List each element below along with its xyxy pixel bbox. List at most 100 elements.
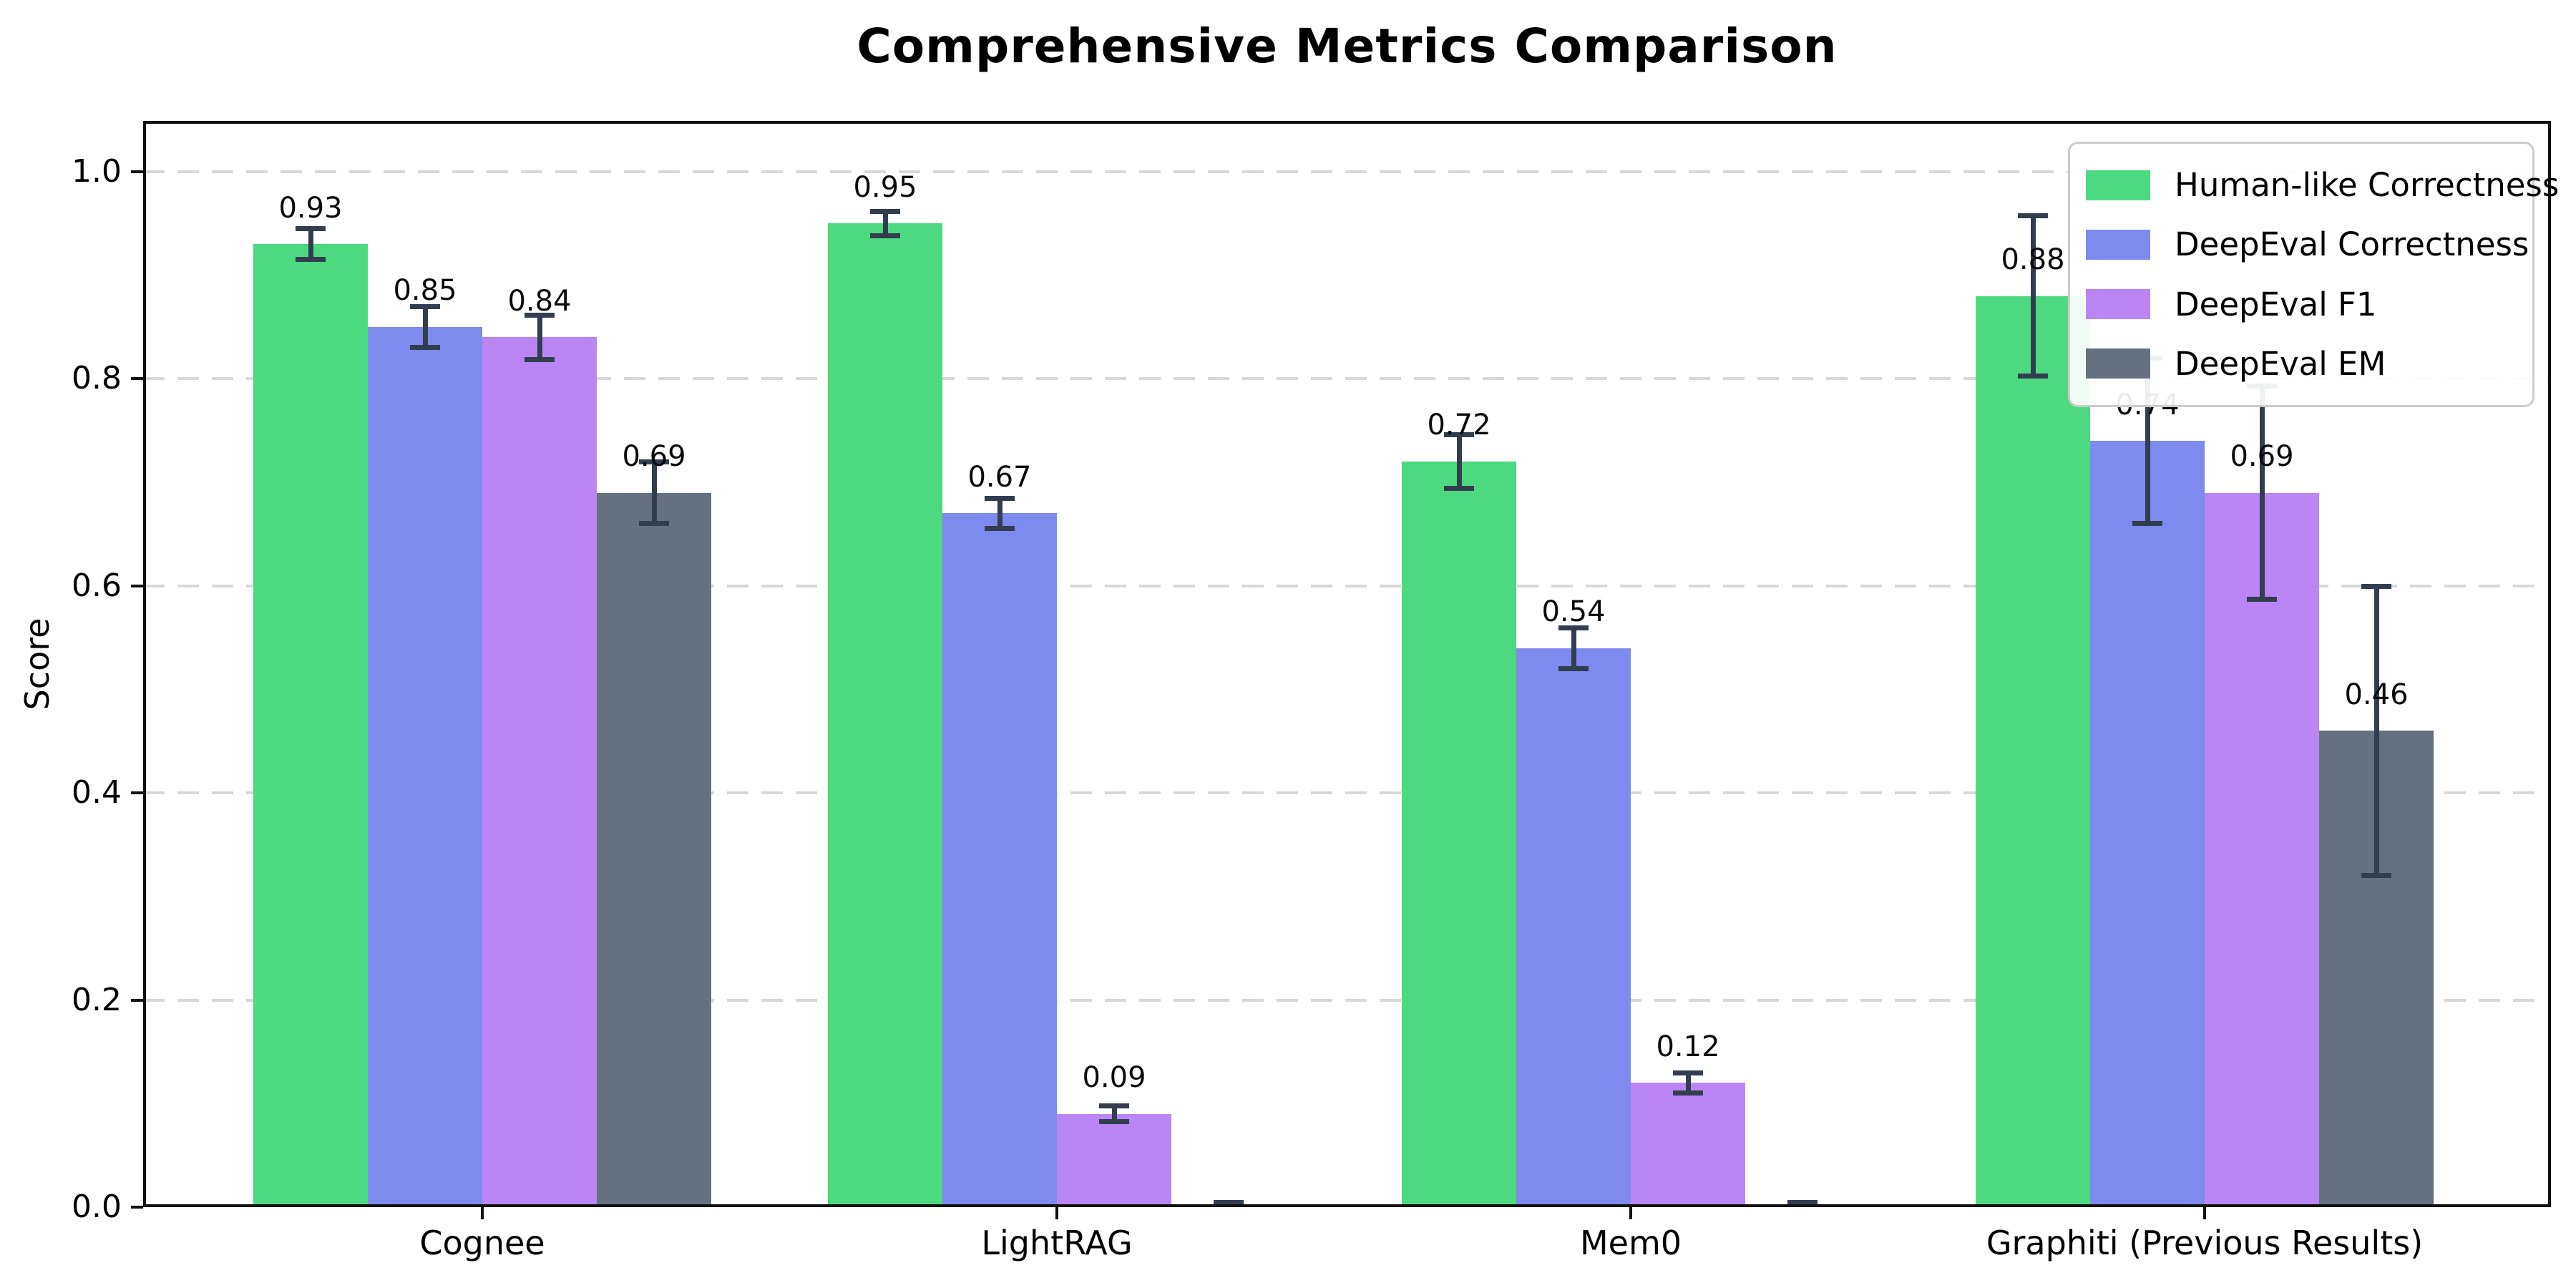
x-tick-label-graphiti-previous-results: Graphiti (Previous Results) <box>1986 1224 2424 1262</box>
error-bar-human-like-correctness-graphiti-previous-results <box>2030 215 2036 377</box>
bar-value-label-human-like-correctness-lightrag: 0.95 <box>853 170 917 204</box>
legend: Human-like Correctness DeepEval Correctne… <box>2068 142 2559 407</box>
legend-label-deepeval-em: DeepEval EM <box>2175 344 2386 383</box>
error-cap-bottom-deepeval-correctness-mem0 <box>1558 665 1589 671</box>
bar-human-like-correctness-mem0 <box>1402 462 1516 1207</box>
error-bar-deepeval-f1-lightrag <box>1111 1106 1117 1123</box>
x-tick-mem0 <box>1629 1207 1632 1219</box>
error-bar-deepeval-f1-graphiti-previous-results <box>2259 386 2265 600</box>
bar-value-label-human-like-correctness-cognee: 0.93 <box>278 191 343 225</box>
x-tick-lightrag <box>1055 1207 1058 1219</box>
bar-value-label-deepeval-em-graphiti-previous-results: 0.46 <box>2344 678 2409 711</box>
bar-value-label-deepeval-correctness-lightrag: 0.67 <box>967 460 1032 494</box>
y-tick-0.6 <box>131 584 143 587</box>
bar-deepeval-f1-mem0 <box>1631 1083 1745 1207</box>
x-tick-graphiti-previous-results <box>2203 1207 2206 1219</box>
y-tick-0.8 <box>131 377 143 381</box>
error-cap-top-deepeval-em-cognee <box>639 459 669 465</box>
error-cap-top-human-like-correctness-lightrag <box>870 208 900 214</box>
legend-label-deepeval-correctness: DeepEval Correctness <box>2175 225 2529 264</box>
error-cap-bottom-deepeval-em-graphiti-previous-results <box>2361 872 2391 878</box>
legend-label-deepeval-f1: DeepEval F1 <box>2175 285 2377 323</box>
error-cap-top-human-like-correctness-mem0 <box>1444 432 1474 438</box>
legend-swatch-human-like-correctness <box>2086 170 2150 200</box>
error-cap-bottom-deepeval-f1-cognee <box>525 357 555 363</box>
error-cap-top-deepeval-correctness-cognee <box>410 304 440 310</box>
error-cap-bottom-human-like-correctness-cognee <box>296 256 326 262</box>
x-tick-label-mem0: Mem0 <box>1579 1224 1682 1262</box>
x-tick-label-lightrag: LightRAG <box>981 1224 1133 1262</box>
chart-title: Comprehensive Metrics Comparison <box>857 19 1838 74</box>
error-cap-top-deepeval-em-graphiti-previous-results <box>2361 583 2391 589</box>
error-cap-bottom-human-like-correctness-graphiti-previous-results <box>2018 374 2048 379</box>
bar-deepeval-em-cognee <box>597 492 711 1207</box>
bar-deepeval-correctness-cognee <box>368 326 482 1207</box>
legend-item-deepeval-correctness: DeepEval Correctness <box>2086 225 2529 263</box>
error-cap-top-deepeval-correctness-mem0 <box>1558 625 1589 630</box>
x-tick-label-cognee: Cognee <box>419 1224 545 1262</box>
legend-swatch-deepeval-em <box>2086 348 2150 379</box>
error-bar-deepeval-correctness-mem0 <box>1571 627 1576 669</box>
y-tick-0.2 <box>131 998 143 1002</box>
legend-item-deepeval-f1: DeepEval F1 <box>2086 286 2525 323</box>
legend-label-human-like-correctness: Human-like Correctness <box>2175 166 2560 205</box>
error-cap-bottom-deepeval-correctness-cognee <box>410 344 440 350</box>
y-tick-label-0.8: 0.8 <box>72 360 122 397</box>
error-cap-bottom-deepeval-f1-lightrag <box>1099 1119 1129 1125</box>
bar-human-like-correctness-cognee <box>253 244 368 1207</box>
bar-value-label-deepeval-f1-cognee: 0.84 <box>507 284 572 318</box>
gridline-0.6 <box>143 584 2551 587</box>
bar-deepeval-f1-cognee <box>482 337 597 1207</box>
error-bar-human-like-correctness-cognee <box>308 228 313 260</box>
legend-swatch-deepeval-correctness <box>2086 229 2150 260</box>
bar-human-like-correctness-lightrag <box>828 223 942 1207</box>
plot-area: 0.930.950.720.880.850.670.540.740.840.09… <box>143 121 2551 1207</box>
error-cap-bottom-deepeval-em-cognee <box>639 520 669 526</box>
error-bar-human-like-correctness-mem0 <box>1456 434 1462 489</box>
y-tick-label-0.0: 0.0 <box>72 1189 122 1225</box>
bar-deepeval-correctness-graphiti-previous-results <box>2090 441 2205 1207</box>
error-cap-top-deepeval-f1-mem0 <box>1673 1070 1703 1075</box>
error-bar-human-like-correctness-lightrag <box>882 210 888 236</box>
error-cap-top-deepeval-f1-cognee <box>525 312 555 318</box>
error-cap-bottom-deepeval-f1-mem0 <box>1673 1090 1703 1096</box>
bar-value-label-human-like-correctness-mem0: 0.72 <box>1427 409 1491 442</box>
error-cap-top-deepeval-f1-lightrag <box>1099 1103 1129 1109</box>
y-axis-label: Score <box>18 618 57 711</box>
y-tick-1.0 <box>131 170 143 173</box>
bar-deepeval-correctness-lightrag <box>942 513 1057 1207</box>
y-tick-0.0 <box>131 1206 143 1209</box>
gridline-1.0 <box>143 170 2551 173</box>
bar-value-label-deepeval-em-cognee: 0.69 <box>622 439 686 473</box>
bar-value-label-deepeval-correctness-mem0: 0.54 <box>1541 595 1606 628</box>
error-cap-top-deepeval-em-mem0 <box>1787 1199 1818 1205</box>
bar-value-label-deepeval-f1-graphiti-previous-results: 0.69 <box>2230 439 2294 473</box>
bar-value-label-human-like-correctness-graphiti-previous-results: 0.88 <box>2001 243 2065 276</box>
error-cap-bottom-deepeval-correctness-graphiti-previous-results <box>2132 520 2162 526</box>
error-bar-deepeval-f1-mem0 <box>1685 1072 1691 1093</box>
error-cap-bottom-deepeval-f1-graphiti-previous-results <box>2247 596 2277 602</box>
bar-human-like-correctness-graphiti-previous-results <box>1976 296 2090 1207</box>
y-tick-label-0.6: 0.6 <box>72 567 122 604</box>
y-tick-label-0.4: 0.4 <box>72 774 122 811</box>
y-tick-label-0.2: 0.2 <box>72 981 122 1018</box>
y-tick-0.4 <box>131 791 143 795</box>
error-bar-deepeval-correctness-cognee <box>422 306 428 348</box>
error-cap-top-deepeval-correctness-lightrag <box>985 495 1015 501</box>
bar-deepeval-f1-lightrag <box>1057 1113 1171 1207</box>
bar-deepeval-f1-graphiti-previous-results <box>2205 492 2319 1207</box>
legend-item-human-like-correctness: Human-like Correctness <box>2086 166 2559 204</box>
error-cap-bottom-human-like-correctness-mem0 <box>1444 485 1474 491</box>
error-bar-deepeval-em-graphiti-previous-results <box>2373 585 2379 876</box>
gridline-0.2 <box>143 998 2551 1002</box>
error-bar-deepeval-correctness-graphiti-previous-results <box>2145 358 2150 524</box>
gridline-0.8 <box>143 377 2551 381</box>
bar-value-label-deepeval-f1-mem0: 0.12 <box>1656 1030 1720 1063</box>
error-bar-deepeval-em-cognee <box>651 462 657 524</box>
error-cap-bottom-deepeval-correctness-lightrag <box>985 526 1015 532</box>
error-cap-top-deepeval-em-lightrag <box>1214 1199 1244 1205</box>
gridline-0.4 <box>143 791 2551 795</box>
error-cap-bottom-human-like-correctness-lightrag <box>870 233 900 238</box>
x-tick-cognee <box>481 1207 484 1219</box>
